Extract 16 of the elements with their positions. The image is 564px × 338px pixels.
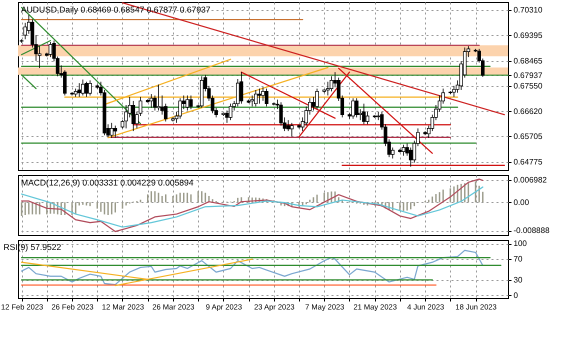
y-tick-label: 0.67550 (514, 81, 543, 90)
y-tick-label: 30 (514, 275, 523, 284)
y-tick-label: -0.008888 (514, 226, 550, 236)
y-tick-label: 0.69395 (514, 30, 543, 40)
y-tick-label: 100 (514, 239, 528, 248)
y-tick-label: 0.006982 (514, 176, 548, 185)
y-tick-label: 0 (514, 290, 518, 300)
y-tick-label: 0.68465 (514, 56, 543, 66)
y-tick-label: 0.70310 (514, 6, 543, 15)
y-tick-label: 0.65705 (514, 132, 543, 141)
y-tick-label: 0.66620 (514, 106, 543, 116)
y-tick-label: 0.64775 (514, 157, 543, 166)
y-tick-label: 70 (514, 254, 523, 264)
y-tick-label: 0.00 (514, 198, 530, 207)
chart-title: MACD(12,26,9) 0.003331 0.004229 0.005894 (21, 178, 194, 188)
y-tick-label: 0.67937 (514, 70, 543, 80)
